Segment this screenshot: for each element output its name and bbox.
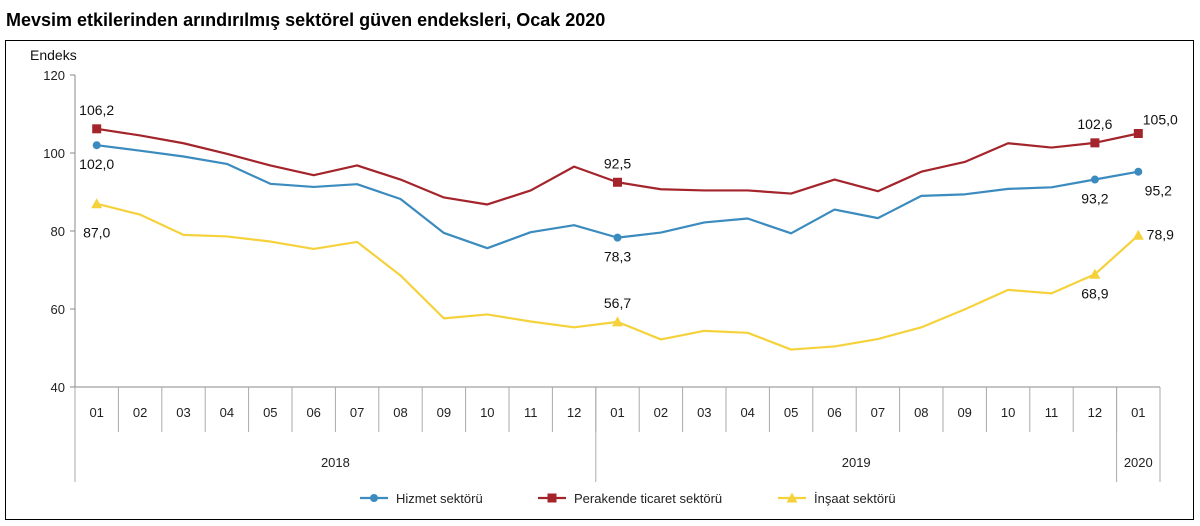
data-point [612,316,623,327]
x-tick-label: 08 [393,405,407,420]
x-tick-label: 01 [89,405,103,420]
data-label: 105,0 [1143,112,1178,128]
year-label: 2020 [1124,455,1153,470]
legend-entry: Perakende ticaret sektörü [574,491,722,506]
year-label: 2019 [842,455,871,470]
legend-entry: Hizmet sektörü [396,491,483,506]
x-tick-label: 09 [957,405,971,420]
x-tick-label: 06 [306,405,320,420]
legend-entry: İnşaat sektörü [814,491,896,506]
x-tick-label: 02 [133,405,147,420]
x-tick-label: 12 [1088,405,1102,420]
y-axis-label: Endeks [30,47,77,63]
x-tick-label: 11 [524,405,538,420]
data-point [1090,175,1099,184]
data-point [370,494,378,502]
y-tick-label: 60 [51,302,65,317]
x-tick-label: 10 [480,405,494,420]
data-label: 95,2 [1145,183,1172,199]
data-label: 78,3 [604,249,631,265]
x-tick-label: 06 [827,405,841,420]
data-point [547,493,557,503]
x-tick-label: 05 [784,405,798,420]
data-label: 56,7 [604,295,631,311]
data-point [92,124,102,134]
x-tick-label: 04 [220,405,234,420]
y-tick-label: 80 [51,224,65,239]
series-line [96,202,1140,351]
y-tick-label: 120 [43,68,65,83]
data-label: 78,9 [1147,226,1174,242]
x-tick-label: 01 [610,405,624,420]
data-point [1090,138,1100,148]
data-label: 92,5 [604,155,631,171]
data-label: 87,0 [83,225,110,241]
data-point [613,233,622,242]
axes: 40 60 80 100 120 01 02 03 04 05 06 07 08 09 10 11 12 01 02… [43,68,1161,482]
x-tick-label: 04 [740,405,754,420]
data-label: 102,0 [79,156,114,172]
series-layer [91,124,1144,351]
x-tick-label: 09 [437,405,451,420]
year-label: 2018 [321,455,350,470]
x-tick-label: 01 [1131,405,1145,420]
chart-title: Mevsim etkilerinden arındırılmış sektöre… [6,10,606,30]
y-tick-label: 40 [51,380,65,395]
x-tick-label: 05 [263,405,277,420]
x-tick-label: 11 [1045,405,1059,420]
data-labels: 102,0 78,3 93,2 95,2 106,2 92,5 102,6 105,0 87,0… [79,102,1178,311]
chart-frame [5,40,1194,520]
x-tick-label: 08 [914,405,928,420]
data-point [1134,167,1143,176]
data-point [613,177,622,187]
x-tick-label: 10 [1001,405,1015,420]
x-tick-label: 07 [871,405,885,420]
data-label: 106,2 [79,102,114,118]
data-point [1132,229,1144,240]
x-tick-label: 03 [176,405,190,420]
data-point [91,198,103,209]
x-tick-label: 03 [697,405,711,420]
data-point [1089,268,1101,279]
data-point [1133,129,1143,138]
x-tick-label: 12 [567,405,581,420]
legend: Hizmet sektörü Perakende ticaret sektörü İ… [360,491,896,506]
data-point [92,141,101,150]
data-label: 68,9 [1081,285,1108,301]
data-point [786,492,798,503]
data-label: 93,2 [1081,191,1108,207]
x-tick-label: 02 [654,405,668,420]
y-tick-label: 100 [43,146,65,161]
data-label: 102,6 [1077,116,1112,132]
x-tick-label: 07 [350,405,364,420]
